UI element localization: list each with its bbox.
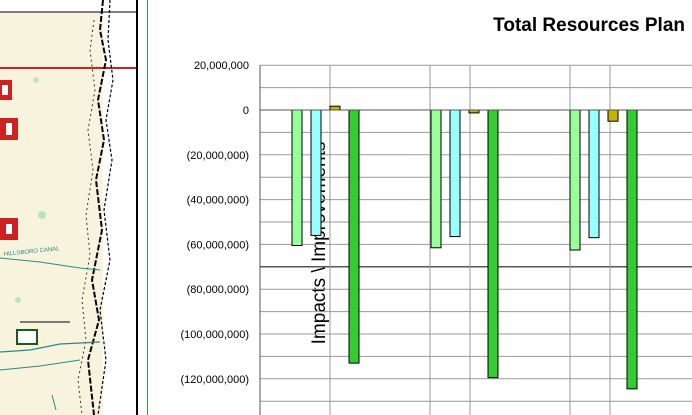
- y-tick-label: (60,000,000): [187, 239, 249, 251]
- y-tick-label: (20,000,000): [187, 150, 249, 162]
- chart-panel: Total Resources Plan Impacts \ Improveme…: [148, 0, 692, 415]
- bar: [449, 109, 461, 238]
- y-tick-label: (120,000,000): [181, 374, 250, 386]
- y-tick-label: (40,000,000): [187, 195, 249, 207]
- map-canal-label: HILLSBORO CANAL: [4, 246, 61, 258]
- bar: [569, 109, 581, 251]
- plot-area: 20,000,000 0 (20,000,000) (40,000,000) (60,0…: [181, 60, 692, 415]
- bar: [487, 109, 499, 379]
- y-tick-label: (100,000,000): [181, 329, 250, 341]
- chart: Total Resources Plan Impacts \ Improveme…: [181, 15, 692, 415]
- y-tick-label: (80,000,000): [187, 284, 249, 296]
- bar: [430, 109, 442, 249]
- bar: [310, 109, 322, 236]
- y-tick-label: 20,000,000: [194, 60, 249, 72]
- y-tick-label: 0: [243, 105, 249, 117]
- bar: [348, 109, 360, 364]
- map-graphic: HILLSBORO CANAL: [0, 0, 136, 415]
- map-panel: HILLSBORO CANAL: [0, 0, 136, 415]
- bar: [291, 109, 303, 247]
- bar: [588, 109, 600, 239]
- bar: [626, 109, 638, 390]
- panel-divider: [136, 0, 148, 415]
- bar: [607, 109, 619, 122]
- chart-title: Total Resources Plan: [493, 15, 685, 36]
- bar: [329, 105, 341, 111]
